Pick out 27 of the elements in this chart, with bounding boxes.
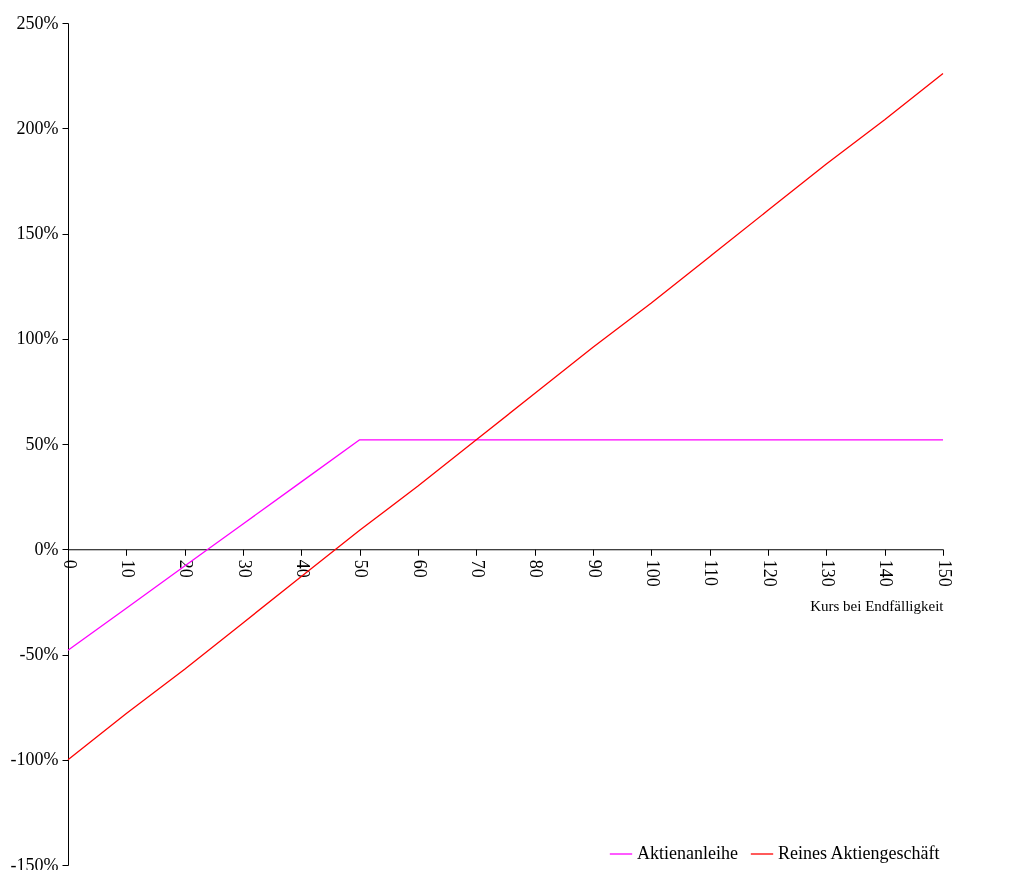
x-tick-label: 20 <box>176 559 197 578</box>
x-tick-label: 60 <box>409 559 430 578</box>
x-tick-label: 120 <box>759 559 780 587</box>
x-tick-label: 140 <box>876 559 897 587</box>
x-tick-label: 110 <box>701 559 722 587</box>
y-tick-label: 200% <box>16 117 59 138</box>
x-tick-label: 70 <box>467 559 488 578</box>
y-tick-label: 250% <box>16 12 59 33</box>
x-tick-label: 90 <box>584 559 605 578</box>
y-tick-label: -50% <box>19 644 59 664</box>
x-tick-label: 30 <box>234 559 255 578</box>
legend-label: Reines Aktiengeschäft <box>778 843 940 863</box>
x-axis-title: Kurs bei Endfälligkeit <box>810 597 945 614</box>
y-tick-label: 150% <box>16 223 59 243</box>
x-tick-label: 150 <box>934 559 955 587</box>
y-tick-label: 0% <box>34 538 59 559</box>
x-tick-label: 130 <box>817 559 838 587</box>
y-tick-label: -150% <box>10 854 59 870</box>
y-tick-label: 100% <box>16 328 59 349</box>
x-tick-label: 80 <box>526 559 547 578</box>
x-tick-label: 10 <box>117 559 138 578</box>
x-tick-label: 100 <box>642 559 663 587</box>
x-tick-label: 40 <box>292 559 313 578</box>
legend-label: Aktienanleihe <box>637 843 738 863</box>
x-tick-label: 50 <box>351 559 372 578</box>
y-tick-label: -100% <box>10 749 59 770</box>
y-tick-label: 50% <box>25 433 59 454</box>
